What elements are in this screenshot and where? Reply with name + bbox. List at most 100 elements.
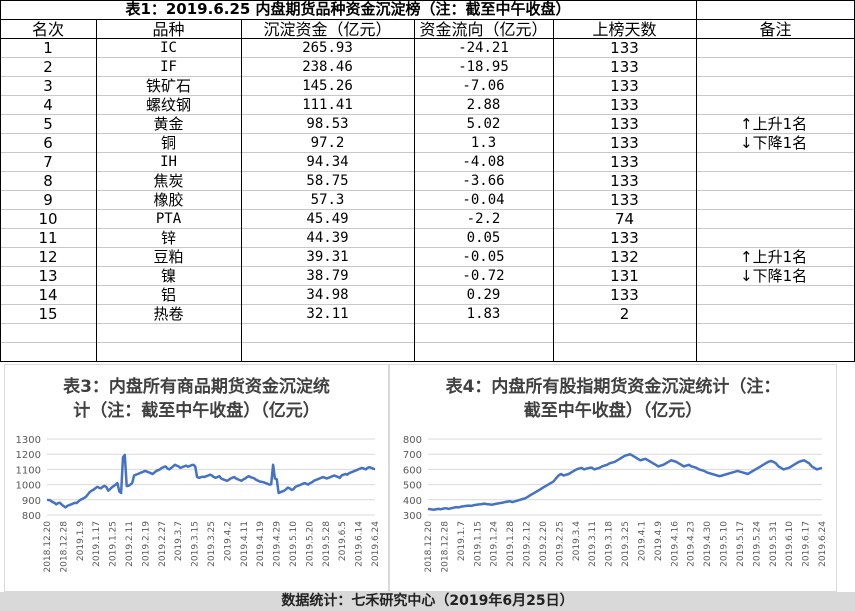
table-cell-days: 132: [610, 248, 639, 266]
index-chart-xtick-label: 2018.12.20: [424, 521, 434, 573]
table-cell-days: 133: [610, 96, 639, 114]
table-cell-days: 133: [610, 134, 639, 152]
commodity-chart-panel: 表3：内盘所有商品期货资金沉淀统 计（注：截至中午收盘）（亿元） 800 900 1…: [4, 364, 389, 592]
table-cell-name: IH: [160, 154, 177, 170]
table-gridline: [0, 247, 855, 248]
table-cell-flow: 2.88: [466, 97, 501, 113]
table-cell-note: ↑上升1名: [740, 115, 808, 133]
table-cell-name: PTA: [155, 211, 182, 227]
table-cell-rank: 13: [38, 267, 58, 285]
table-cell-fund: 58.75: [306, 173, 349, 189]
table-gridline: [0, 114, 855, 115]
commodity-chart-xtick-label: 2019.5.20: [305, 521, 315, 567]
commodity-chart-xtick-label: 2018.12.20: [43, 521, 53, 573]
table-gridline: [0, 209, 855, 210]
index-chart-xtick-label: 2019.6.17: [802, 521, 812, 567]
commodity-chart-xtick-label: 2019.3.7: [174, 521, 184, 561]
data-source-footer: 数据统计：七禾研究中心（2019年6月25日）: [0, 592, 855, 611]
table-cell-note: [696, 229, 855, 248]
table-cell-rank: 15: [38, 305, 58, 323]
commodity-chart-xtick-label: 2019.3.25: [207, 521, 217, 567]
commodity-chart-ytick-label: 1200: [16, 450, 41, 461]
table-cell-note: [696, 77, 855, 96]
commodity-chart-title-line1: 表3：内盘所有商品期货资金沉淀统: [63, 377, 330, 397]
table-cell-flow: 0.05: [466, 230, 501, 246]
table-cell-fund: 34.98: [306, 287, 349, 303]
index-chart-xtick-label: 2019.4.1: [637, 521, 647, 561]
table-cell-name: 螺纹钢: [145, 96, 191, 114]
index-chart-xtick-label: 2019.2.25: [555, 521, 565, 567]
commodity-chart-xtick-label: 2018.12.28: [59, 521, 69, 573]
table-header-cell: 备注: [759, 20, 792, 39]
index-chart-xtick-label: 2019.3.25: [621, 521, 631, 567]
commodity-chart-ytick-label: 1300: [16, 435, 41, 446]
index-chart-title-line2: 截至中午收盘）（亿元）: [523, 401, 703, 421]
commodity-chart-xtick-label: 2019.4.11: [240, 521, 250, 567]
table-gridline: [0, 171, 855, 172]
table-cell-days: 74: [614, 210, 635, 228]
table-cell-days: 133: [610, 286, 639, 304]
index-chart-xtick-label: 2019.1.7: [457, 521, 467, 561]
table-cell-rank: 3: [43, 77, 53, 95]
commodity-chart-xtick-label: 2019.4.19: [256, 521, 266, 567]
table-gridline: [414, 19, 415, 362]
table-cell-days: 131: [610, 267, 639, 285]
commodity-chart-xtick-label: 2019.6.24: [371, 521, 381, 567]
table-gridline: [0, 361, 855, 362]
index-chart-ytick-label: 700: [403, 450, 422, 461]
table-gridline: [0, 19, 1, 362]
index-chart-panel: 表4：内盘所有股指期货资金沉淀统计（注： 截至中午收盘）（亿元） 300 400 5…: [389, 364, 837, 592]
commodity-chart-ytick-label: 1100: [16, 465, 41, 476]
index-chart-xtick-label: 2019.3.11: [588, 521, 598, 567]
commodity-chart-xtick-label: 2019.2.19: [141, 521, 151, 567]
table-cell-flow: 1.83: [466, 306, 501, 322]
table-gridline: [0, 76, 855, 77]
table-cell-name: 黄金: [153, 115, 184, 133]
table-cell-name: 豆粕: [153, 248, 184, 266]
index-chart-xtick-label: 2019.5.24: [752, 521, 762, 567]
table-cell-fund: 145.26: [302, 78, 353, 94]
table-cell-note: [696, 96, 855, 115]
commodity-chart-xtick-label: 2019.1.25: [109, 521, 119, 567]
table-gridline: [241, 19, 242, 362]
table-gridline: [696, 19, 697, 362]
table-cell-name: 铁矿石: [145, 77, 191, 95]
table-gridline: [0, 95, 855, 96]
table-cell-days: 2: [619, 305, 630, 323]
table-cell-note: [696, 153, 855, 172]
table-cell-rank: 12: [38, 248, 58, 266]
table-cell-note: [696, 210, 855, 229]
table-cell-fund: 97.2: [310, 135, 345, 151]
commodity-chart-title-line2: 计（注：截至中午收盘）（亿元）: [73, 401, 320, 421]
commodity-chart-series-line: [46, 453, 376, 509]
table-cell-fund: 32.11: [306, 306, 349, 322]
table-gridline: [696, 0, 697, 20]
table-cell-note: ↓下降1名: [740, 267, 808, 285]
index-chart-xtick-label: 2019.4.9: [654, 521, 664, 561]
table-cell-days: 133: [610, 172, 639, 190]
commodity-chart-ytick-label: 1000: [16, 481, 41, 492]
index-chart-xtick-label: 2019.4.16: [670, 521, 680, 567]
table-cell-fund: 111.41: [302, 97, 353, 113]
table-cell-note: [696, 191, 855, 210]
table-cell-flow: -0.04: [462, 192, 505, 208]
index-chart-xtick-label: 2019.2.12: [523, 521, 533, 567]
index-chart-xtick-label: 2018.12.28: [440, 521, 450, 573]
table-cell-rank: 8: [43, 172, 53, 190]
commodity-chart-xtick-label: 2019.2.27: [158, 521, 168, 567]
index-chart-xtick-label: 2019.1.28: [506, 521, 516, 567]
commodity-chart-xtick-label: 2019.2.11: [125, 521, 135, 567]
commodity-chart-xtick-label: 2019.6.5: [338, 521, 348, 561]
table-cell-rank: 1: [43, 39, 53, 57]
index-chart: 300 400 500 600 700 800 2018.12.20 2018.12.28 20…: [403, 435, 828, 573]
table-cell-name: 橡胶: [153, 191, 184, 209]
table-title: 表1：2019.6.25 内盘期货品种资金沉淀榜（注：截至中午收盘）: [125, 0, 571, 18]
table-cell-rank: 11: [38, 229, 58, 247]
table-cell-fund: 98.53: [306, 116, 349, 132]
commodity-chart-xtick-label: 2019.4.2: [223, 521, 233, 561]
commodity-chart-xtick-label: 2019.1.17: [92, 521, 102, 567]
table-gridline: [96, 19, 97, 362]
index-chart-xtick-label: 2019.6.10: [785, 521, 795, 567]
table-cell-rank: 6: [43, 134, 53, 152]
